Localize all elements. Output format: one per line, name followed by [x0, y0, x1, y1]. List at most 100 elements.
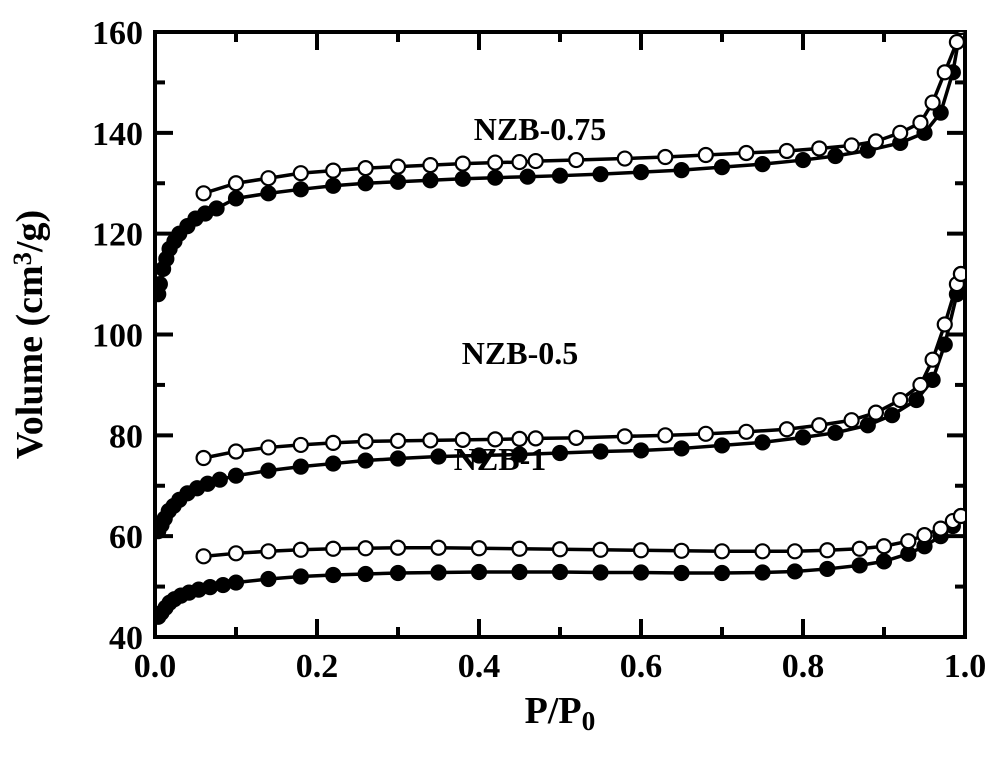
marker-open: [658, 428, 672, 442]
x-tick-label: 0.8: [782, 648, 825, 685]
marker-filled: [210, 201, 224, 215]
marker-filled: [203, 580, 217, 594]
marker-filled: [261, 186, 275, 200]
marker-filled: [553, 169, 567, 183]
marker-open: [893, 126, 907, 140]
marker-open: [261, 544, 275, 558]
y-tick-label: 140: [92, 116, 143, 153]
marker-open: [229, 444, 243, 458]
y-tick-label: 100: [92, 318, 143, 355]
marker-filled: [326, 568, 340, 582]
y-tick-label: 120: [92, 217, 143, 254]
marker-open: [513, 542, 527, 556]
marker-open: [359, 161, 373, 175]
marker-filled: [715, 438, 729, 452]
series-annotation: NZB-0.5: [462, 335, 578, 371]
x-axis-title: P/P0: [525, 690, 596, 736]
marker-open: [913, 116, 927, 130]
marker-open: [926, 353, 940, 367]
y-tick-label: 80: [109, 418, 143, 455]
marker-filled: [261, 464, 275, 478]
marker-open: [756, 544, 770, 558]
marker-filled: [675, 163, 689, 177]
series: [151, 267, 968, 538]
marker-filled: [261, 572, 275, 586]
marker-filled: [213, 473, 227, 487]
marker-open: [950, 35, 964, 49]
marker-filled: [820, 562, 834, 576]
marker-open: [780, 144, 794, 158]
marker-open: [391, 160, 405, 174]
marker-open: [294, 438, 308, 452]
marker-open: [845, 413, 859, 427]
chart-svg: 0.00.20.40.60.81.0406080100120140160NZB-…: [0, 0, 1000, 761]
marker-filled: [294, 182, 308, 196]
marker-filled: [391, 175, 405, 189]
marker-open: [391, 434, 405, 448]
marker-filled: [456, 172, 470, 186]
marker-open: [326, 436, 340, 450]
marker-open: [529, 154, 543, 168]
marker-open: [261, 440, 275, 454]
series-annotation: NZB-0.75: [474, 111, 606, 147]
marker-filled: [359, 567, 373, 581]
marker-filled: [796, 430, 810, 444]
marker-filled: [216, 578, 230, 592]
marker-open: [294, 543, 308, 557]
marker-open: [699, 427, 713, 441]
marker-filled: [521, 170, 535, 184]
marker-open: [845, 138, 859, 152]
marker-open: [618, 152, 632, 166]
marker-filled: [796, 153, 810, 167]
marker-open: [812, 418, 826, 432]
marker-open: [699, 148, 713, 162]
marker-open: [456, 157, 470, 171]
marker-filled: [229, 191, 243, 205]
marker-open: [553, 542, 567, 556]
marker-filled: [513, 565, 527, 579]
marker-open: [788, 544, 802, 558]
marker-open: [820, 543, 834, 557]
marker-filled: [675, 566, 689, 580]
marker-open: [294, 166, 308, 180]
marker-open: [926, 96, 940, 110]
marker-filled: [294, 460, 308, 474]
marker-filled: [715, 160, 729, 174]
y-axis-title: Volume (cm3/g): [7, 210, 51, 459]
marker-filled: [472, 565, 486, 579]
marker-filled: [553, 446, 567, 460]
marker-open: [569, 153, 583, 167]
marker-open: [197, 549, 211, 563]
chart-container: 0.00.20.40.60.81.0406080100120140160NZB-…: [0, 0, 1000, 761]
marker-open: [472, 541, 486, 555]
marker-filled: [423, 173, 437, 187]
marker-open: [229, 546, 243, 560]
marker-open: [423, 158, 437, 172]
marker-open: [913, 378, 927, 392]
marker-filled: [594, 167, 608, 181]
marker-open: [901, 534, 915, 548]
marker-open: [197, 451, 211, 465]
marker-filled: [909, 393, 923, 407]
marker-open: [853, 542, 867, 556]
marker-filled: [634, 443, 648, 457]
marker-filled: [229, 576, 243, 590]
marker-open: [618, 429, 632, 443]
marker-filled: [788, 564, 802, 578]
y-tick-label: 60: [109, 519, 143, 556]
marker-open: [423, 433, 437, 447]
marker-filled: [432, 450, 446, 464]
x-tick-label: 0.6: [620, 648, 663, 685]
marker-open: [197, 186, 211, 200]
marker-open: [869, 134, 883, 148]
series: [197, 509, 968, 563]
marker-filled: [756, 565, 770, 579]
marker-filled: [877, 554, 891, 568]
marker-filled: [326, 457, 340, 471]
marker-open: [326, 542, 340, 556]
marker-filled: [432, 565, 446, 579]
marker-filled: [294, 570, 308, 584]
marker-open: [432, 541, 446, 555]
marker-open: [513, 155, 527, 169]
marker-open: [261, 171, 275, 185]
